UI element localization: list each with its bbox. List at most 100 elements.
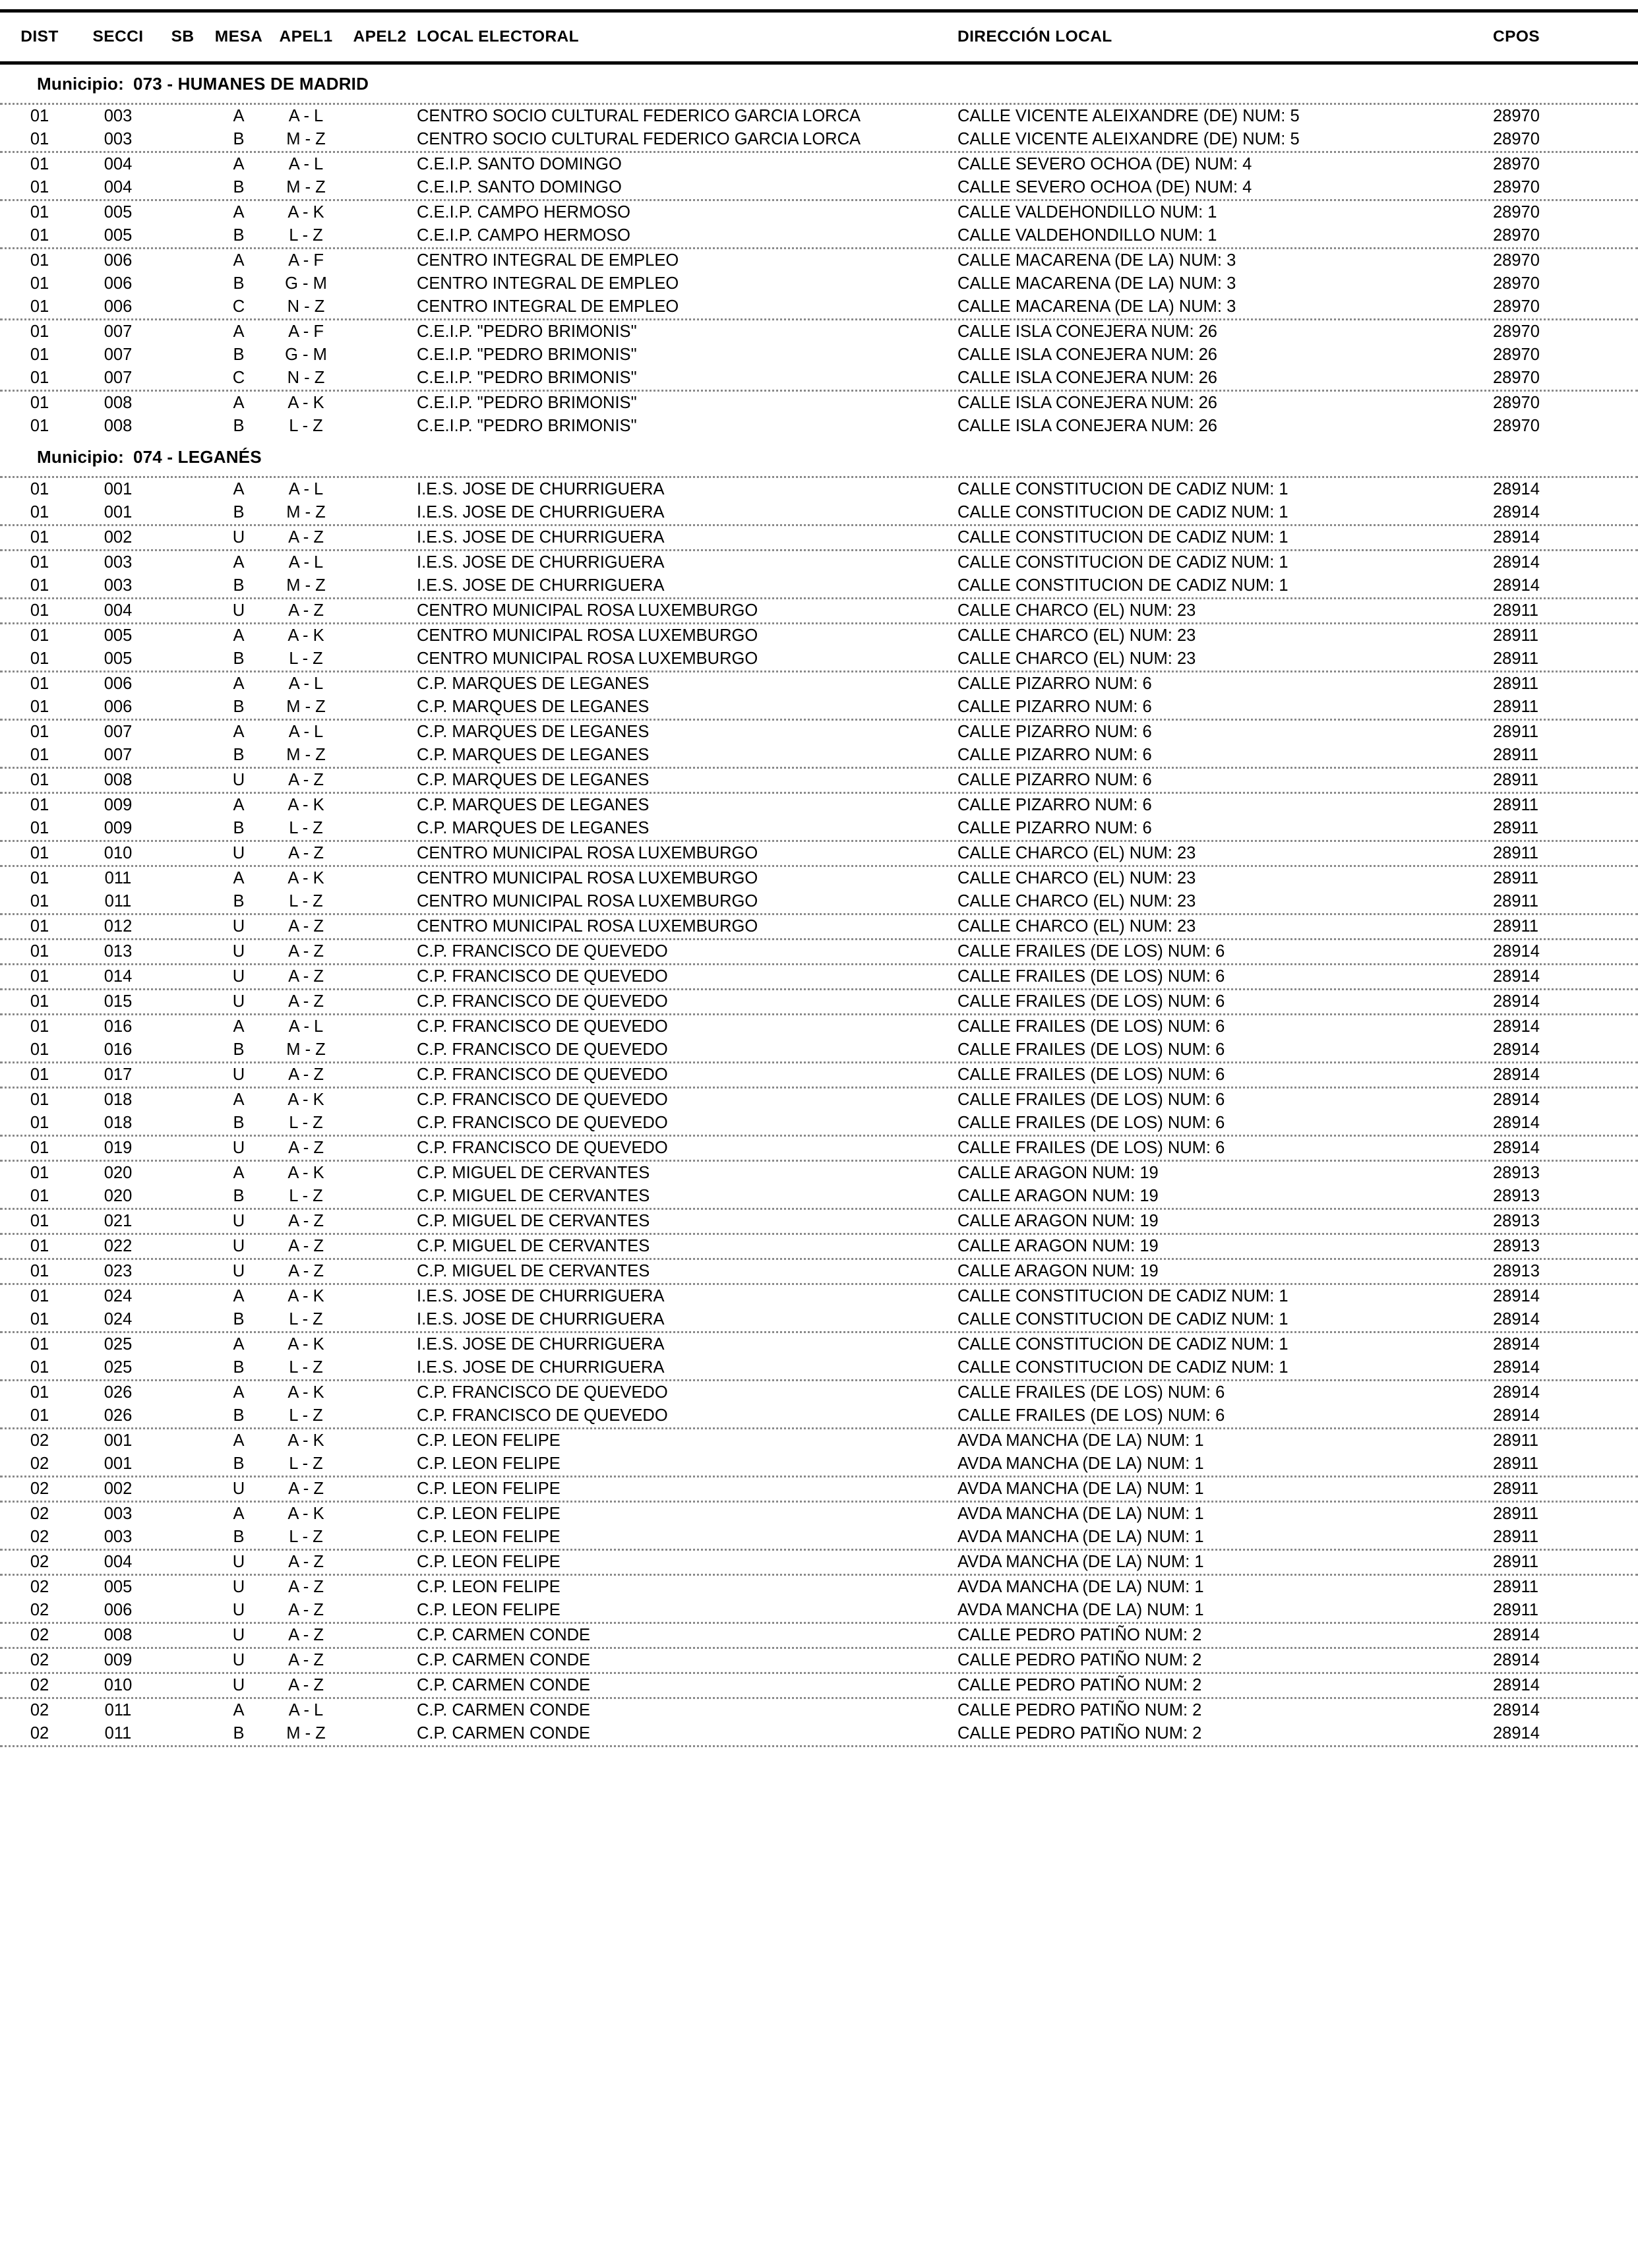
table-row: 01 003 A A - L CENTRO SOCIO CULTURAL FEDERIC…	[0, 105, 1638, 128]
cell-sb	[157, 1624, 208, 1647]
cell-secci: 003	[104, 576, 133, 595]
group-separator	[0, 671, 1638, 672]
group-separator	[0, 476, 1638, 478]
cell-mesa: A	[233, 1017, 245, 1036]
cell-sb	[157, 501, 208, 524]
cell-secci: 007	[104, 369, 133, 387]
cell-sb	[157, 526, 208, 549]
cell-direccion-local: CALLE CONSTITUCION DE CADIZ NUM: 1	[957, 553, 1289, 572]
table-row: 01 001 B M - Z I.E.S. JOSE DE CHURRIGUERA CAL…	[0, 501, 1638, 524]
cell-local-electoral: CENTRO MUNICIPAL ROSA LUXEMBURGO	[417, 917, 758, 936]
cell-local-electoral: C.P. CARMEN CONDE	[417, 1626, 591, 1644]
table-header: DIST SECCI SB MESA APEL1 APEL2 LOCAL ELE…	[0, 0, 1638, 63]
group-separator	[0, 1135, 1638, 1137]
cell-apel2	[343, 1285, 417, 1308]
cell-mesa: U	[232, 1212, 245, 1230]
cell-sb	[157, 890, 208, 913]
column-header-dist: DIST	[20, 28, 59, 45]
table-row: 01 004 A A - L C.E.I.P. SANTO DOMINGO CALLE S…	[0, 153, 1638, 176]
cell-local-electoral: C.P. MARQUES DE LEGANES	[417, 771, 650, 789]
cell-cpos: 28914	[1493, 1651, 1540, 1669]
cell-direccion-local: CALLE MACARENA (DE LA) NUM: 3	[957, 274, 1236, 293]
cell-dist: 02	[30, 1626, 49, 1644]
cell-apel1: A - Z	[288, 942, 324, 961]
cell-local-electoral: C.P. MIGUEL DE CERVANTES	[417, 1262, 650, 1280]
group-separator	[0, 1549, 1638, 1551]
cell-apel1: L - Z	[289, 1358, 323, 1377]
cell-direccion-local: CALLE CHARCO (EL) NUM: 23	[957, 869, 1196, 887]
table-row: 01 024 B L - Z I.E.S. JOSE DE CHURRIGUERA CAL…	[0, 1308, 1638, 1331]
cell-sb	[157, 1162, 208, 1185]
cell-local-electoral: I.E.S. JOSE DE CHURRIGUERA	[417, 1287, 665, 1305]
cell-apel1: A - Z	[288, 917, 324, 936]
cell-apel1: M - Z	[286, 698, 326, 716]
cell-apel2	[343, 1526, 417, 1549]
table-row: 01 002 U A - Z I.E.S. JOSE DE CHURRIGUERA CAL…	[0, 526, 1638, 549]
cell-mesa: A	[233, 155, 245, 173]
cell-apel2	[343, 249, 417, 272]
cell-dist: 02	[30, 1724, 49, 1743]
cell-cpos: 28914	[1493, 1383, 1540, 1402]
cell-apel2	[343, 415, 417, 438]
table-row: 01 007 A A - F C.E.I.P. "PEDRO BRIMONIS" CALL…	[0, 320, 1638, 343]
cell-sb	[157, 367, 208, 390]
cell-secci: 006	[104, 297, 133, 316]
cell-apel2	[343, 501, 417, 524]
cell-direccion-local: CALLE FRAILES (DE LOS) NUM: 6	[957, 1139, 1225, 1157]
cell-cpos: 28914	[1493, 503, 1540, 522]
cell-mesa: B	[233, 345, 245, 364]
cell-local-electoral: CENTRO MUNICIPAL ROSA LUXEMBURGO	[417, 844, 758, 862]
cell-sb	[157, 1526, 208, 1549]
cell-cpos: 28970	[1493, 155, 1540, 173]
cell-secci: 008	[104, 1626, 133, 1644]
cell-apel1: A - L	[288, 553, 324, 572]
cell-sb	[157, 624, 208, 647]
cell-dist: 01	[30, 1187, 49, 1205]
cell-mesa: A	[233, 1090, 245, 1109]
cell-dist: 02	[30, 1676, 49, 1694]
cell-mesa: B	[233, 178, 245, 196]
cell-direccion-local: CALLE PEDRO PATIÑO NUM: 2	[957, 1724, 1202, 1743]
cell-direccion-local: CALLE ARAGON NUM: 19	[957, 1237, 1159, 1255]
table-row: 01 023 U A - Z C.P. MIGUEL DE CERVANTES CALLE…	[0, 1260, 1638, 1283]
table-row: 01 007 B M - Z C.P. MARQUES DE LEGANES CALLE …	[0, 744, 1638, 767]
cell-apel1: L - Z	[289, 1114, 323, 1132]
cell-dist: 01	[30, 107, 49, 125]
cell-secci: 006	[104, 698, 133, 716]
cell-secci: 016	[104, 1017, 133, 1036]
cell-sb	[157, 867, 208, 890]
dotted-divider	[0, 1501, 1638, 1503]
cell-local-electoral: I.E.S. JOSE DE CHURRIGUERA	[417, 528, 665, 547]
cell-secci: 013	[104, 942, 133, 961]
cell-local-electoral: C.P. FRANCISCO DE QUEVEDO	[417, 1114, 668, 1132]
cell-dist: 02	[30, 1701, 49, 1719]
cell-mesa: U	[232, 528, 245, 547]
cell-mesa: A	[233, 723, 245, 741]
column-header-apel2: APEL2	[353, 28, 407, 45]
dotted-divider	[0, 1087, 1638, 1089]
cell-mesa: U	[232, 917, 245, 936]
cell-secci: 004	[104, 155, 133, 173]
dotted-divider	[0, 1135, 1638, 1137]
cell-dist: 02	[30, 1578, 49, 1596]
dotted-divider	[0, 622, 1638, 624]
cell-cpos: 28911	[1493, 1601, 1539, 1619]
table-body: Municipio: 073 - HUMANES DE MADRID 01 003 A A…	[0, 63, 1638, 1747]
cell-cpos: 28911	[1493, 1528, 1539, 1546]
cell-direccion-local: CALLE PIZARRO NUM: 6	[957, 746, 1152, 764]
cell-apel2	[343, 478, 417, 501]
cell-sb	[157, 990, 208, 1013]
cell-direccion-local: CALLE SEVERO OCHOA (DE) NUM: 4	[957, 155, 1252, 173]
cell-direccion-local: CALLE PIZARRO NUM: 6	[957, 674, 1152, 693]
cell-dist: 01	[30, 1040, 49, 1059]
cell-apel1: A - K	[288, 1335, 324, 1354]
cell-apel2	[343, 1112, 417, 1135]
cell-mesa: A	[233, 1383, 245, 1402]
group-separator	[0, 865, 1638, 867]
municipio-heading-row: Municipio: 073 - HUMANES DE MADRID	[0, 63, 1638, 104]
dotted-divider	[0, 1574, 1638, 1576]
cell-dist: 01	[30, 251, 49, 270]
cell-apel1: A - K	[288, 203, 324, 222]
cell-cpos: 28914	[1493, 1626, 1540, 1644]
cell-cpos: 28911	[1493, 869, 1539, 887]
